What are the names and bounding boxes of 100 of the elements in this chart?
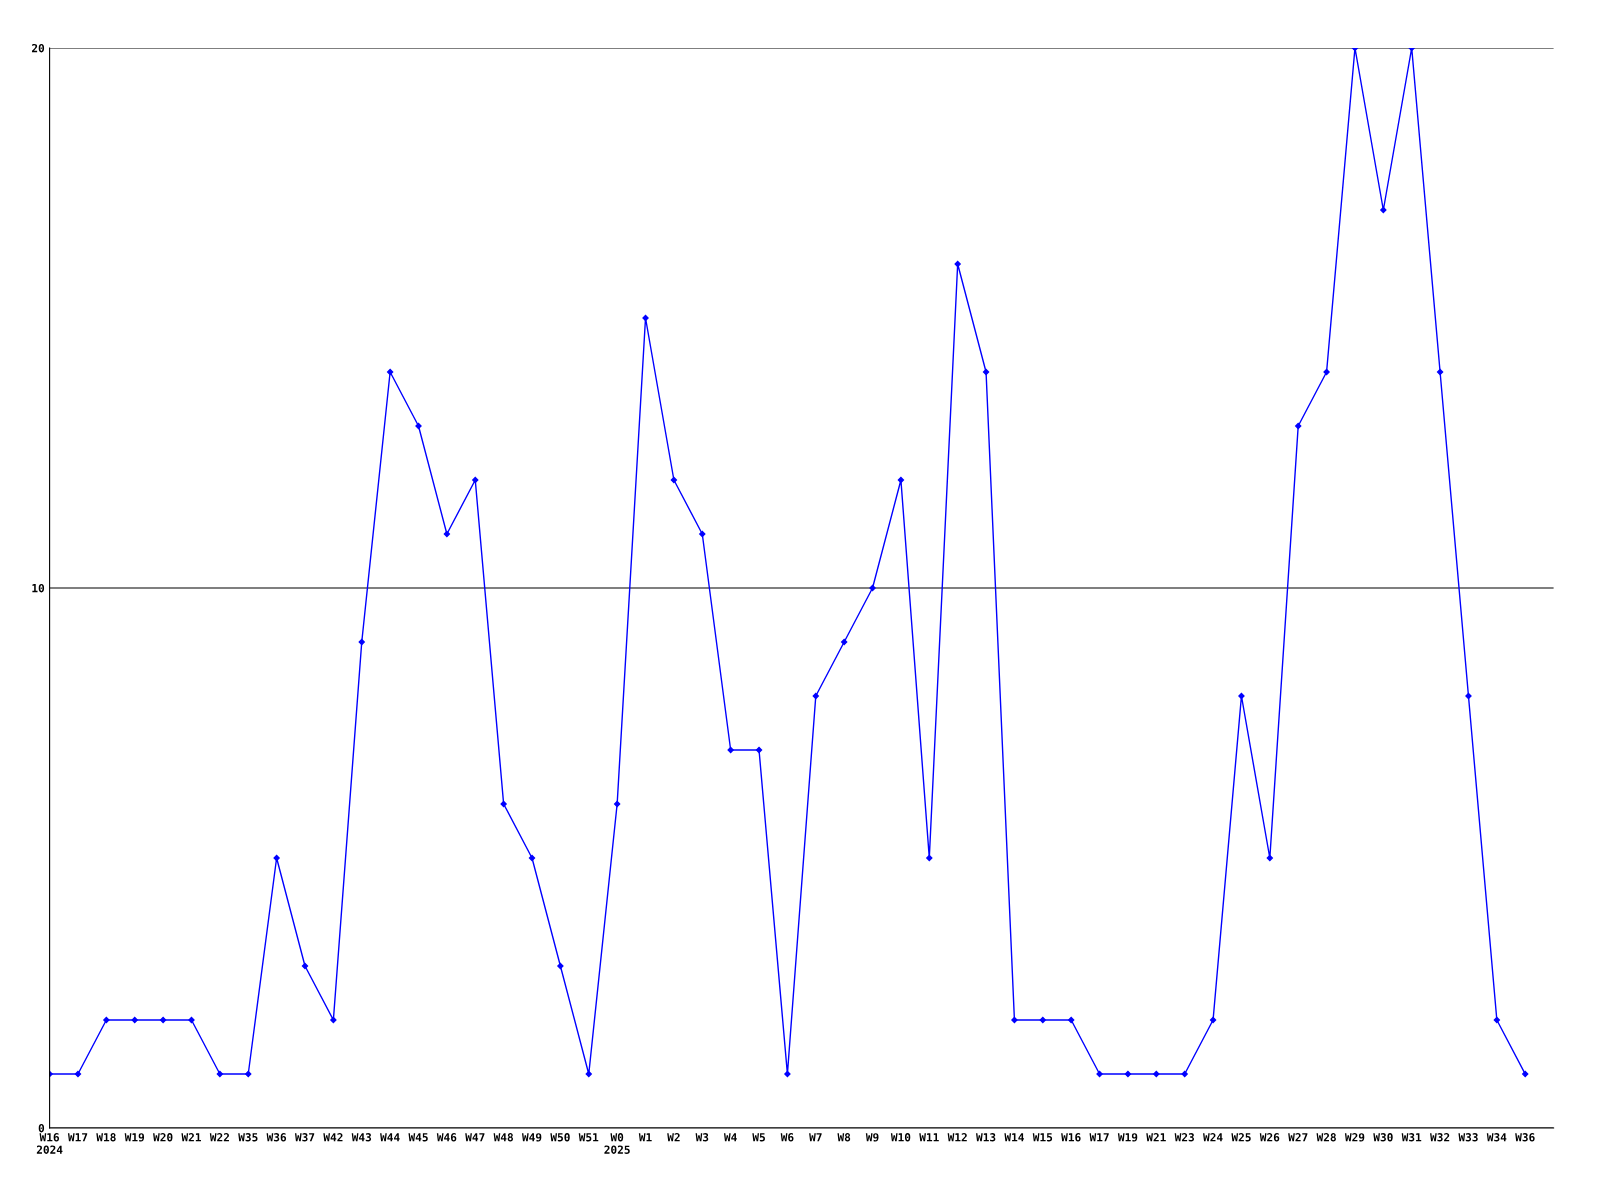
point bbox=[528, 854, 536, 862]
point bbox=[1209, 1016, 1217, 1024]
point bbox=[245, 1070, 252, 1078]
x-tick-label: W21 bbox=[1146, 1133, 1166, 1142]
point bbox=[74, 1070, 82, 1078]
point bbox=[670, 476, 678, 484]
point bbox=[1436, 368, 1444, 376]
x-tick-label: W10 bbox=[890, 1133, 911, 1142]
point bbox=[897, 476, 905, 484]
point bbox=[301, 962, 309, 970]
point bbox=[1124, 1070, 1132, 1078]
x-tick-label: W2 bbox=[667, 1133, 680, 1142]
point bbox=[613, 800, 621, 808]
point bbox=[472, 476, 479, 484]
x-tick-label: W27 bbox=[1288, 1133, 1308, 1142]
x-tick-label: W25 bbox=[1231, 1133, 1251, 1142]
x-tick-label: W7 bbox=[809, 1133, 822, 1142]
x-tick-label: W26 bbox=[1259, 1133, 1280, 1142]
point bbox=[1465, 692, 1472, 700]
y-tick-label: 10 bbox=[32, 583, 45, 593]
x-tick-label: W17 bbox=[67, 1133, 88, 1142]
point bbox=[500, 800, 507, 808]
point bbox=[982, 368, 990, 376]
point bbox=[216, 1070, 224, 1078]
point bbox=[954, 260, 961, 268]
x-tick-label: W49 bbox=[521, 1133, 542, 1142]
x-tick-label: W14 bbox=[1004, 1133, 1024, 1142]
x-tick-label: W36 bbox=[1515, 1133, 1535, 1142]
x-tick-label: W51 bbox=[578, 1133, 599, 1142]
point bbox=[358, 638, 365, 646]
point bbox=[330, 1016, 337, 1024]
x-tick-label: W29 bbox=[1344, 1133, 1365, 1142]
x-tick-label: W44 bbox=[380, 1133, 400, 1142]
point bbox=[727, 746, 734, 754]
y-tick-label: 0 bbox=[38, 1123, 45, 1133]
x-tick-label: W50 bbox=[550, 1133, 570, 1142]
point bbox=[1380, 206, 1387, 214]
x-tick-label: W36 bbox=[266, 1133, 287, 1142]
point bbox=[443, 530, 451, 538]
x-tick-label: W43 bbox=[351, 1133, 372, 1142]
point bbox=[1011, 1016, 1018, 1024]
x-tick-label: W15 bbox=[1032, 1133, 1053, 1142]
point bbox=[131, 1016, 138, 1024]
x-tick-label: W8 bbox=[837, 1133, 851, 1142]
y-tick-label: 20 bbox=[31, 43, 45, 53]
x-tick-label: W16 2024 bbox=[36, 1133, 63, 1154]
x-tick-label: W33 bbox=[1458, 1133, 1478, 1142]
x-tick-label: W20 bbox=[153, 1133, 173, 1142]
x-tick-label: W9 bbox=[865, 1133, 879, 1142]
x-tick-label: W18 bbox=[96, 1133, 116, 1142]
x-tick-label: W32 bbox=[1430, 1133, 1450, 1142]
x-tick-label: W16 bbox=[1061, 1133, 1081, 1142]
point bbox=[784, 1070, 791, 1078]
x-tick-label: W1 bbox=[638, 1133, 652, 1142]
x-tick-label: W28 bbox=[1316, 1133, 1336, 1142]
x-tick-label: W23 bbox=[1174, 1133, 1195, 1142]
x-tick-label: W48 bbox=[493, 1133, 513, 1142]
x-tick-label: W6 bbox=[780, 1133, 794, 1142]
point bbox=[812, 692, 819, 700]
point bbox=[557, 962, 564, 970]
x-tick-label: W12 bbox=[947, 1133, 967, 1142]
x-tick-label: W45 bbox=[408, 1133, 428, 1142]
point bbox=[755, 746, 763, 754]
x-tick-label: W31 bbox=[1401, 1133, 1422, 1142]
x-tick-label: W19 bbox=[1117, 1133, 1138, 1142]
point bbox=[1153, 1070, 1160, 1078]
point bbox=[103, 1016, 110, 1024]
point bbox=[1068, 1016, 1075, 1024]
point bbox=[1493, 1016, 1500, 1024]
point bbox=[926, 854, 933, 862]
point bbox=[1039, 1016, 1046, 1024]
point bbox=[273, 854, 280, 862]
x-tick-label: W22 bbox=[209, 1133, 229, 1142]
point bbox=[1323, 368, 1330, 376]
x-tick-label: W47 bbox=[465, 1133, 485, 1142]
point bbox=[699, 530, 706, 538]
x-tick-label: W30 bbox=[1373, 1133, 1393, 1142]
x-tick-label: W34 bbox=[1486, 1133, 1507, 1142]
point bbox=[1295, 422, 1302, 430]
point bbox=[585, 1070, 592, 1078]
point bbox=[1266, 854, 1273, 862]
x-tick-label: W3 bbox=[695, 1133, 709, 1142]
point bbox=[1181, 1070, 1188, 1078]
x-tick-label: W35 bbox=[238, 1133, 258, 1142]
x-tick-label: W4 bbox=[723, 1133, 737, 1142]
x-tick-label: W17 bbox=[1089, 1133, 1109, 1142]
point bbox=[159, 1016, 167, 1024]
x-tick-label: W42 bbox=[323, 1133, 343, 1142]
x-tick-label: W11 bbox=[919, 1133, 939, 1142]
point bbox=[1238, 692, 1245, 700]
point bbox=[386, 368, 394, 376]
x-tick-label: W46 bbox=[436, 1133, 457, 1142]
point bbox=[841, 638, 848, 646]
point bbox=[1522, 1070, 1529, 1078]
x-tick-label: W0 2025 bbox=[604, 1133, 630, 1154]
x-tick-label: W5 bbox=[752, 1133, 765, 1142]
x-tick-label: W21 bbox=[181, 1133, 201, 1142]
x-tick-label: W13 bbox=[976, 1133, 996, 1142]
x-tick-label: W24 bbox=[1203, 1133, 1223, 1142]
x-tick-label: W37 bbox=[294, 1133, 315, 1142]
